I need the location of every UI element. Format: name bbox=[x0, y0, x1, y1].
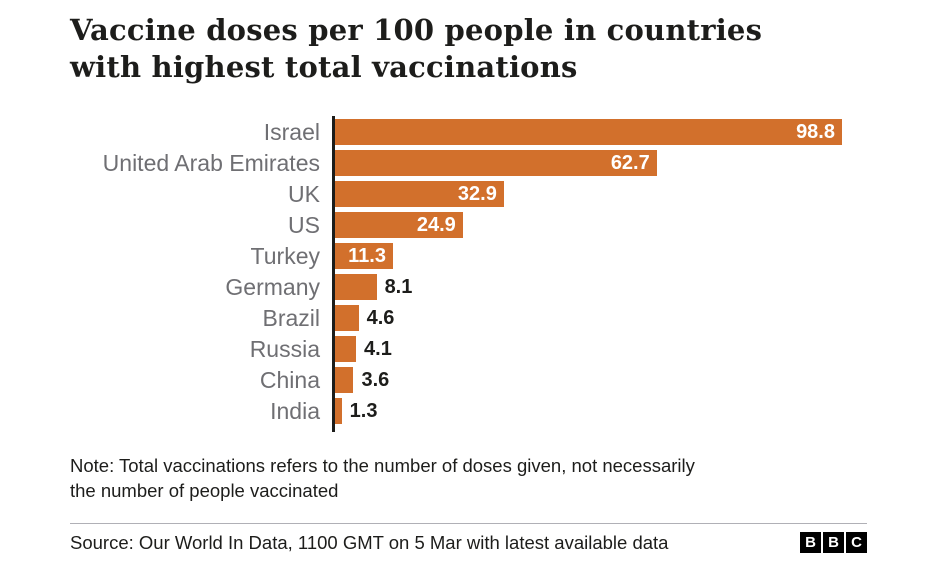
bar-row: 4.1 bbox=[335, 336, 842, 363]
country-label: UK bbox=[288, 180, 320, 207]
bbc-logo-letter: B bbox=[800, 532, 821, 554]
bar bbox=[335, 305, 359, 332]
bars-column: 98.8 62.7 32.9 24.9 11.3 8.1 4.6 4.1 3.6 1.3 bbox=[332, 116, 842, 433]
chart-title: Vaccine doses per 100 people in countrie… bbox=[70, 13, 763, 85]
bar bbox=[335, 398, 342, 425]
bar bbox=[335, 367, 354, 394]
bbc-logo-letter: B bbox=[823, 532, 844, 554]
bar: 11.3 bbox=[335, 243, 393, 270]
country-label: China bbox=[259, 366, 320, 393]
bar: 32.9 bbox=[335, 181, 504, 208]
country-label: Russia bbox=[249, 335, 320, 362]
value-label: 4.6 bbox=[366, 306, 395, 329]
country-label: United Arab Emirates bbox=[102, 149, 320, 176]
chart-note: Note: Total vaccinations refers to the n… bbox=[70, 455, 695, 502]
bar-row: 11.3 bbox=[335, 243, 842, 270]
value-label: 1.3 bbox=[349, 399, 378, 422]
value-label: 98.8 bbox=[796, 120, 835, 143]
bar-row: 3.6 bbox=[335, 367, 842, 394]
footer: Source: Our World In Data, 1100 GMT on 5… bbox=[70, 522, 867, 554]
bar-row: 4.6 bbox=[335, 305, 842, 332]
value-label: 3.6 bbox=[361, 368, 390, 391]
value-label: 62.7 bbox=[610, 151, 650, 174]
bar-row: 98.8 bbox=[335, 119, 842, 146]
value-label: 24.9 bbox=[416, 213, 456, 236]
country-label: Turkey bbox=[250, 242, 320, 269]
country-label: India bbox=[270, 397, 320, 424]
bar: 98.8 bbox=[335, 119, 842, 146]
bar bbox=[335, 274, 377, 301]
bar: 24.9 bbox=[335, 212, 463, 239]
country-label: Brazil bbox=[262, 304, 320, 331]
value-label: 8.1 bbox=[384, 275, 413, 298]
source-text: Source: Our World In Data, 1100 GMT on 5… bbox=[70, 531, 669, 553]
bar-row: 24.9 bbox=[335, 212, 842, 239]
bar-row: 1.3 bbox=[335, 398, 842, 425]
bbc-logo: B B C bbox=[800, 532, 867, 554]
bar-row: 62.7 bbox=[335, 150, 842, 177]
bar-chart: Israel United Arab Emirates UK US Turkey Germ… bbox=[70, 116, 867, 433]
bar: 62.7 bbox=[335, 150, 657, 177]
country-label: US bbox=[288, 211, 320, 238]
bar-row: 32.9 bbox=[335, 181, 842, 208]
value-label: 32.9 bbox=[457, 182, 497, 205]
value-label: 11.3 bbox=[348, 244, 386, 267]
bar-row: 8.1 bbox=[335, 274, 842, 301]
country-label: Germany bbox=[225, 273, 320, 300]
country-labels-column: Israel United Arab Emirates UK US Turkey Germ… bbox=[70, 116, 332, 432]
bar bbox=[335, 336, 357, 363]
country-label: Israel bbox=[263, 118, 320, 145]
value-label: 4.1 bbox=[364, 337, 392, 360]
bbc-logo-letter: C bbox=[846, 532, 867, 554]
